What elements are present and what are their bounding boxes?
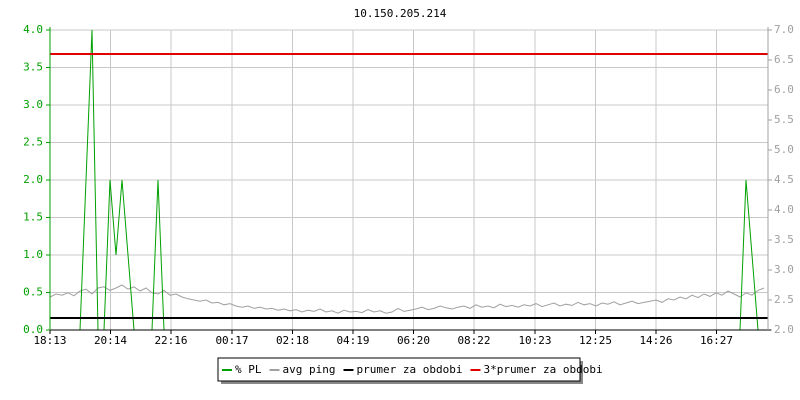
y-tick-label: 0.5: [23, 286, 43, 299]
y2-tick-label: 6.0: [774, 83, 794, 96]
x-tick-label: 04:19: [336, 334, 369, 347]
y2-tick-label: 5.0: [774, 143, 794, 156]
y-tick-label: 1.5: [23, 211, 43, 224]
y2-tick-label: 2.0: [774, 323, 794, 336]
y-tick-label: 4.0: [23, 23, 43, 36]
legend-box: [217, 357, 581, 382]
y2-tick-label: 7.0: [774, 23, 794, 36]
y-tick-label: 3.5: [23, 61, 43, 74]
y2-tick-label: 5.5: [774, 113, 794, 126]
y2-tick-label: 6.5: [774, 53, 794, 66]
y-tick-label: 2.5: [23, 136, 43, 149]
y2-tick-label: 3.5: [774, 233, 794, 246]
y2-tick-label: 4.5: [774, 173, 794, 186]
y2-tick-label: 2.5: [774, 293, 794, 306]
y-tick-label: 2.0: [23, 173, 43, 186]
x-tick-label: 14:26: [639, 334, 672, 347]
x-tick-label: 20:14: [94, 334, 127, 347]
series-line: [49, 284, 765, 314]
x-tick-label: 00:17: [215, 334, 248, 347]
x-tick-label: 18:13: [33, 334, 66, 347]
x-tick-label: 22:16: [154, 334, 187, 347]
legend-label: avg ping: [283, 363, 336, 376]
x-tick-label: 12:25: [579, 334, 612, 347]
chart-title: 10.150.205.214: [354, 7, 447, 20]
x-tick-label: 16:27: [700, 334, 733, 347]
legend-label: prumer za obdobi: [356, 363, 462, 376]
x-tick-label: 10:23: [518, 334, 551, 347]
y2-tick-label: 4.0: [774, 203, 794, 216]
y-tick-label: 1.0: [23, 248, 43, 261]
x-tick-label: 02:18: [276, 334, 309, 347]
x-tick-label: 06:20: [397, 334, 430, 347]
legend-label: % PL: [235, 363, 262, 376]
y-tick-label: 0.0: [23, 323, 43, 336]
legend-label: 3*prumer za obdobi: [483, 363, 602, 376]
y-tick-label: 3.0: [23, 98, 43, 111]
x-tick-label: 08:22: [457, 334, 490, 347]
y2-tick-label: 3.0: [774, 263, 794, 276]
